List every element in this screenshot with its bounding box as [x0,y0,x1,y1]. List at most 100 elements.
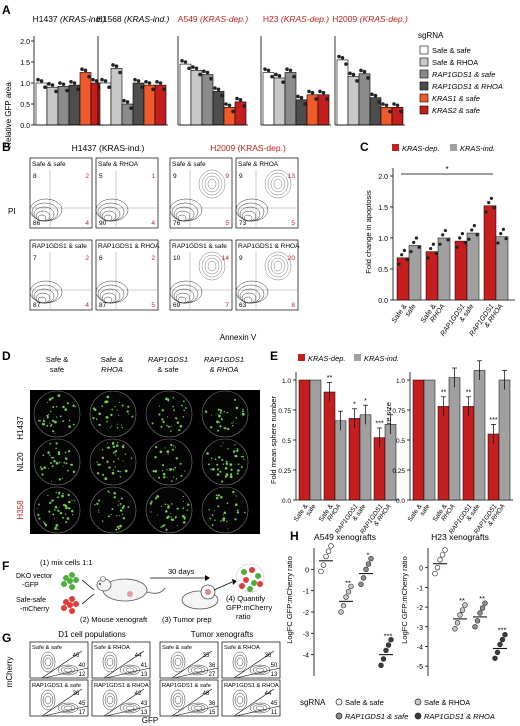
panel-d-col-label: RAP1GDS1 [148,355,188,364]
panel-a-point [348,71,352,76]
sphere-dot [106,447,108,449]
sphere-dot [52,430,55,433]
sphere-dot [57,528,59,531]
data-point [325,548,332,554]
panel-c-point [470,228,474,232]
panel-h-letter: H [290,529,299,543]
sphere-dot [163,524,166,527]
sphere-dot [36,508,38,510]
panel-a-point [125,100,130,104]
significance-star: ** [459,596,465,605]
panel-a-point [310,90,315,95]
panel-a-point [235,96,239,101]
panel-f-schematic: (1) mix cells 1:1 DKO vector -GFP Safe-s… [16,558,273,624]
days-label: 30 days [168,567,195,576]
panel-c-point [487,201,491,205]
sphere-dot [61,477,63,479]
panel-a-point [72,81,77,85]
sphere-dot [121,424,123,426]
sphere-dot [55,405,58,408]
sphere-dot [110,413,113,417]
quadrant-value: 7 [225,302,229,309]
sphere-dot [229,475,233,479]
panel-e-bar [487,433,500,501]
gate-value: 11 [271,710,278,716]
panel-a-point [366,76,370,80]
legend-swatch [419,105,429,115]
sphere-dot [105,415,109,419]
legend-dot-rap-rhoa [414,712,422,720]
legend-label: RAP1GDS1 & safe [432,70,495,79]
sphere-dot [101,456,105,460]
significance-star: * [389,407,392,414]
sphere-dot [210,468,212,471]
panel-h-ytick: -4 [417,644,423,651]
panel-c-point [443,228,447,233]
panel-d-letter: D [2,349,11,363]
well [89,390,137,438]
sphere-dot [101,520,104,522]
flow-plot: RAP1GDS1 & RHOA 42 43 13 [91,679,151,717]
panel-e-bar [384,424,397,501]
sphere-dot [221,418,223,421]
panel-a-group-title: H1568 (KRAS-ind.) [97,14,170,24]
sphere-dot [171,518,175,522]
panel-c-point [397,262,401,266]
sphere-dot [211,414,212,416]
data-point [497,641,503,648]
panel-c-bar [483,205,497,301]
panel-a-point [151,87,155,92]
data-point [323,553,329,560]
gate-value: 50 [271,663,278,669]
sphere-dot [116,515,118,517]
gate-value: 27 [209,672,216,678]
panel-h-legend: sgRNA Safe & safe Safe & RHOA RAP1GDS1 &… [300,698,495,721]
sphere-dot [223,427,226,430]
panel-a-point [50,83,55,87]
panel-a-bar [273,77,286,126]
sphere-dot [121,513,124,515]
flow-plot: Safe & RHOA 44 41 13 [91,641,151,679]
panel-c-point [504,237,508,241]
sphere-dot [65,462,68,465]
sphere-dot [105,400,109,404]
significance-star: *** [384,632,393,641]
sphere-dot [112,445,115,448]
sphere-dot [242,408,244,411]
sphere-dot [216,463,219,466]
panel-a-point [399,109,403,114]
quadrant-value: 5 [151,302,155,309]
quadrant-value: 6 [99,255,103,262]
sphere-dot [108,466,111,469]
flow-plot: RAP1GDS1 & safe 7 2 87 4 [29,239,93,311]
sphere-dot [92,407,95,410]
sphere-dot [220,445,222,447]
panel-c-point [458,236,462,240]
panel-a-group-title: H1437 (KRAS-ind.) [33,14,106,24]
sphere-dot [157,476,161,479]
panel-a-point [191,65,195,69]
panel-c-bar [466,232,480,301]
sphere-dot [57,452,61,456]
sphere-dot [240,466,243,468]
panel-a-bar [336,59,349,126]
panel-e-bar [359,414,372,501]
panel-a-point [87,74,91,79]
flow-plot-label: RAP1GDS1 & RHOA [238,243,300,250]
panel-a-point [351,72,356,77]
mcherry-label: -mCherry [20,606,50,613]
panel-h-title-right: H23 xenografts [431,532,489,542]
sphere-dot [92,417,95,420]
gate-value: 36 [209,701,216,707]
sphere-dot [50,456,53,459]
panel-e-xtick: safe [419,503,432,517]
sphere-dot [56,416,58,418]
sphere-dot [52,406,55,408]
sphere-dot [210,457,213,459]
sphere-dot [219,496,222,499]
panel-a-point [307,89,311,94]
panel-c-ytick: 0.0 [378,298,388,305]
sphere-dot [170,503,173,505]
sphere-dot [182,415,185,418]
legend-dot-safe-safe [335,698,343,706]
